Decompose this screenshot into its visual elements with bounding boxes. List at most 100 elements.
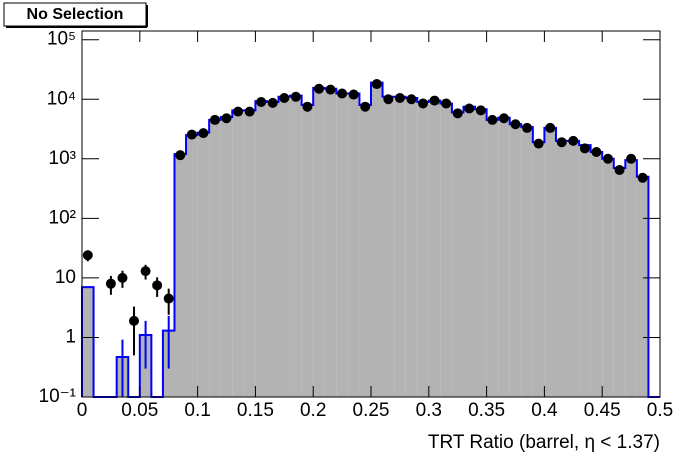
histogram-bar [359,105,371,398]
data-point [591,147,602,158]
x-tick-label: 0.5 [647,400,673,421]
data-point [244,106,255,117]
y-tick-label: 10⁻¹ [39,386,77,407]
y-tick-label: 10² [49,207,76,228]
histogram-bar [440,103,452,397]
histogram-bar [278,96,291,397]
data-point [487,114,498,125]
data-point [498,113,509,124]
data-point [441,98,452,109]
data-point [475,105,486,116]
histogram-bar [255,101,267,398]
histogram-bar [232,110,244,397]
histogram-bar [602,158,614,397]
histogram-bar [197,132,210,397]
data-point [152,280,163,291]
data-point [522,122,533,133]
histogram-bar [394,96,406,397]
data-point [313,83,324,94]
histogram-bar [336,93,348,398]
histogram-bar [324,88,337,398]
histogram-bar [382,96,395,397]
histogram-bar [567,140,580,398]
data-point [371,79,382,90]
histogram-bar [532,142,545,397]
data-point [360,101,371,112]
data-point [256,96,267,107]
data-point [429,95,440,106]
data-point [614,164,625,175]
data-point [545,122,556,133]
histogram-bar [521,127,533,397]
data-point [533,138,544,149]
data-point [325,84,336,95]
data-point [302,101,313,112]
histogram-bar [486,119,499,397]
x-tick-label: 0.15 [237,400,274,421]
data-point [198,128,209,139]
data-point [452,108,463,119]
histogram-bar [186,135,198,397]
data-point [163,293,174,304]
histogram-bar [417,101,429,397]
histogram-bar [266,101,279,397]
histogram-bar [555,140,568,398]
data-point [568,135,579,146]
histogram-bar [405,97,418,397]
histogram-bar [243,110,256,397]
histogram-bar [463,106,476,398]
data-point [464,103,475,114]
data-point [510,119,521,130]
histogram-bar [220,117,233,398]
histogram-bar [290,95,302,398]
data-point [186,129,197,140]
histogram-bar [544,127,556,397]
x-tick-label: 0.4 [531,400,558,421]
histogram-bar [301,105,314,398]
histogram-bar [209,119,221,397]
x-axis-label: TRT Ratio (barrel, η < 1.37) [428,432,660,453]
x-tick-label: 0.45 [584,400,621,421]
histogram-bar [579,145,591,397]
data-point [579,143,590,154]
histogram-bar [509,124,522,397]
histogram-bar [625,160,637,397]
data-point [221,113,232,124]
histogram-bar [451,112,464,397]
data-point [394,92,405,103]
histogram-bar [174,154,187,397]
histogram-bar [428,100,441,397]
histogram-bar [613,168,626,397]
data-point [233,106,244,117]
data-point [556,137,567,148]
data-point [105,278,116,289]
data-point [290,91,301,102]
data-point [129,315,140,326]
data-point [209,114,220,125]
histogram-bar [498,117,510,398]
x-tick-label: 0.35 [468,400,505,421]
y-tick-label: 10³ [49,148,76,169]
data-point [279,92,290,103]
data-point [117,272,128,283]
y-tick-label: 10⁴ [47,88,76,109]
data-point [337,88,348,99]
data-point [267,97,278,108]
x-tick-label: 0.3 [416,400,442,421]
histogram-bar [636,176,649,397]
x-tick-label: 0.05 [121,400,158,421]
data-point [82,250,93,261]
chart-title: No Selection [27,6,124,23]
histogram-bar [82,287,94,397]
histogram-bar [475,109,487,397]
histogram-bar [371,82,383,397]
data-point [348,89,359,100]
y-tick-label: 10⁵ [47,29,76,50]
x-tick-label: 0.1 [184,400,210,421]
data-point [140,266,151,277]
histogram-bar [347,93,360,398]
x-tick-label: 0.25 [353,400,390,421]
x-tick-label: 0.2 [300,400,326,421]
data-point [175,150,186,161]
